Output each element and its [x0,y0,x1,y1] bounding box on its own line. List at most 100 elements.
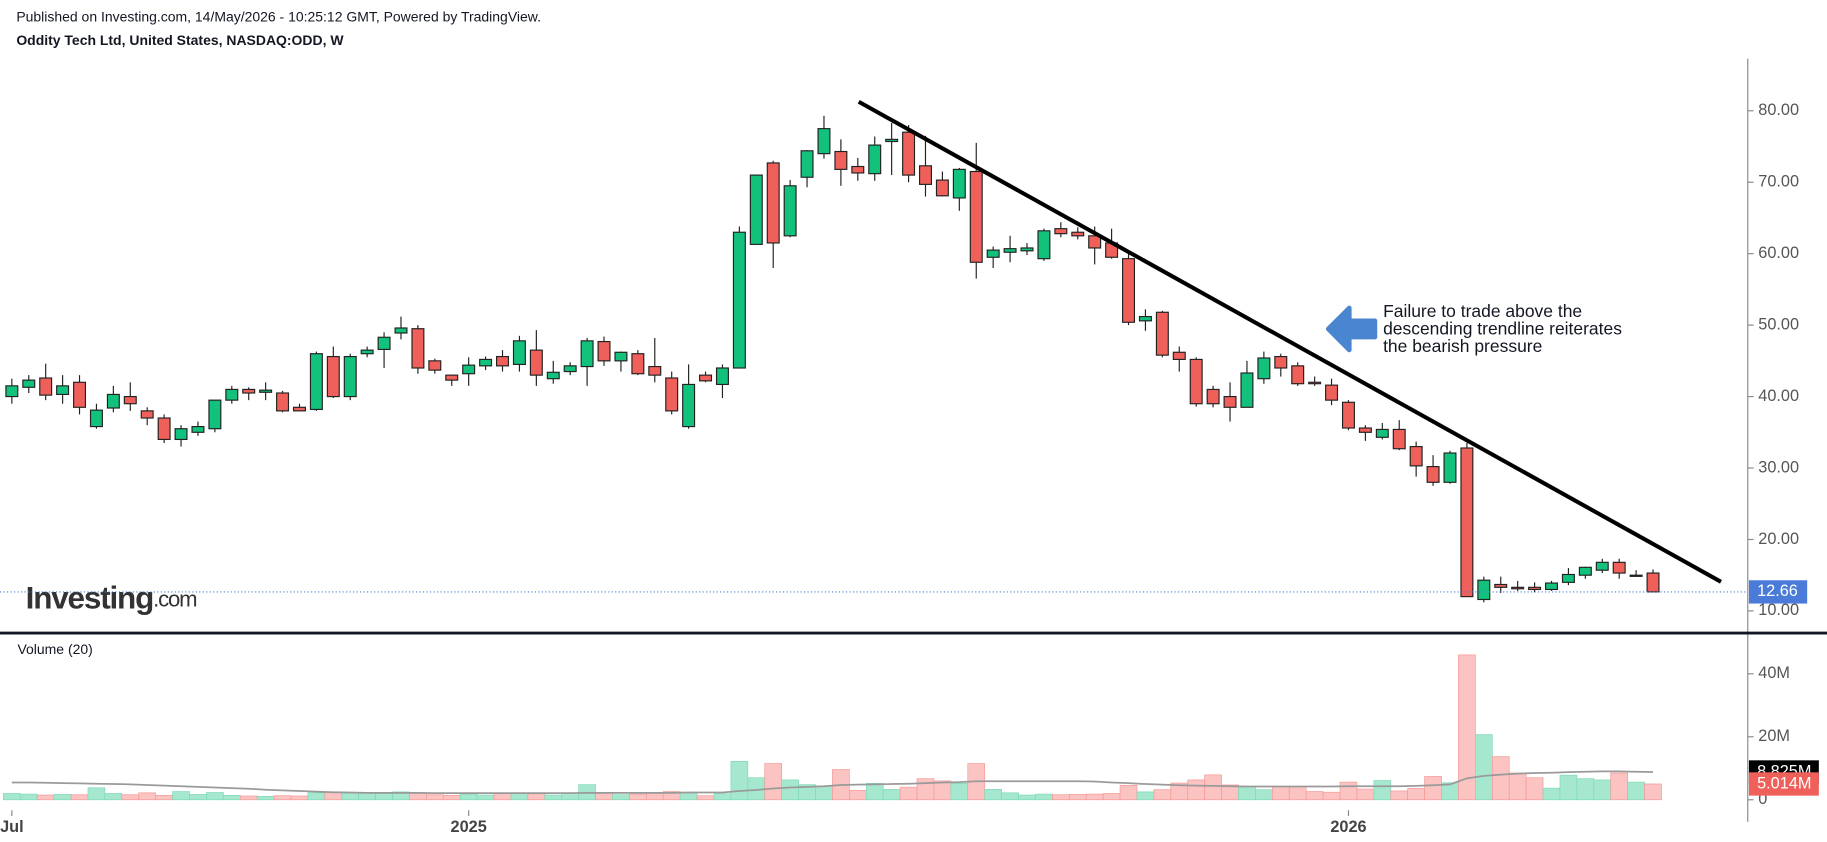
volume-bar [273,795,292,801]
volume-bar [1559,774,1578,801]
candle-body [868,144,882,175]
volume-bar [1255,789,1273,801]
candle-body [394,327,408,334]
candle-body [174,428,188,441]
candle-body [276,392,290,412]
candle-body [157,417,171,441]
candle-body [22,379,36,388]
volume-bar [629,793,647,801]
candle-body [445,374,459,381]
candle-body [1308,381,1322,385]
volume-bar [1390,790,1409,801]
volume-bar [3,793,21,801]
candle-body [1206,388,1220,405]
volume-bar [510,792,529,801]
candle-body [614,351,628,362]
candle-body [89,409,103,428]
volume-bar [409,792,427,801]
candle-body [1494,583,1508,588]
volume-bar [1407,788,1425,801]
candle-body [631,353,645,375]
volume-bar [172,791,190,801]
candle-body [546,371,560,380]
volume-bar [206,792,224,801]
y-tick-label: 70.00 [1758,173,1799,191]
candle-body [851,165,865,174]
candle-body [106,393,120,409]
candle-body [377,336,391,351]
candle-body [225,388,239,401]
volume-bar [138,792,157,801]
candle-body [665,377,679,412]
candle-body [1511,586,1525,590]
volume-bar [950,783,969,801]
volume-bar [442,795,461,801]
candle-body [1122,258,1136,323]
y-tick-label: 60.00 [1758,244,1799,262]
volume-bar [764,763,783,801]
candle-body [1155,311,1169,356]
candle-body [326,355,340,398]
annotation-line: descending trendline reiterates [1383,319,1622,339]
y-tick-label: 20M [1758,727,1790,745]
candle-body [597,340,611,362]
candle-body [1392,428,1406,450]
candle-body [969,170,983,263]
y-tick-label: 0 [1758,790,1767,808]
candle-body [952,168,966,199]
volume-bar [189,794,207,801]
volume-bar [865,783,884,801]
candle-body [411,328,425,369]
candle-body [800,150,814,178]
candle-body [1578,566,1592,576]
volume-bar [561,794,579,801]
last-price-label: 12.66 [1757,582,1798,600]
candle-body [1375,428,1389,438]
volume-bar [1322,791,1341,801]
candle-body [563,365,577,373]
candle-body [292,406,306,412]
candle-body [496,355,510,367]
volume-bar [1458,654,1476,801]
volume-bar [290,795,309,801]
candle-body [1325,384,1339,401]
candle-body [1054,228,1068,235]
candle-body [732,231,746,369]
volume-bar [1102,793,1121,801]
candle-body [360,349,374,355]
candle-body [1358,427,1372,433]
candle-body [1172,351,1186,361]
volume-bar [1508,772,1527,801]
volume-bar [730,761,749,801]
volume-bar [527,793,546,801]
candle-body [902,131,916,176]
volume-bar [1238,786,1256,801]
volume-bar [1627,781,1645,801]
volume-bar [1542,787,1561,801]
annotation-line: the bearish pressure [1383,336,1542,356]
volume-bar [1271,786,1290,801]
candle-body [1426,466,1440,483]
volume-bar [121,794,140,801]
volume-bar [984,789,1002,801]
volume-bar [36,794,55,801]
candle-body [834,150,848,170]
volume-bar [849,789,867,801]
candle-body [73,381,87,408]
candle-body [1629,574,1643,577]
annotation: Failure to trade above the descending tr… [1383,301,1622,356]
candle-body [1071,231,1085,237]
volume-bar [19,793,38,801]
volume-bar [781,779,799,801]
volume-bar [612,794,630,801]
volume-bar [1204,774,1222,801]
candle-body [1138,315,1152,322]
volume-last-label: 5.014M [1757,774,1811,792]
candle-body [783,185,797,237]
volume-bar [324,791,343,801]
volume-bar [239,795,258,801]
watermark: Investing.com [26,581,197,616]
volume-bar [1305,791,1324,801]
volume-bar [815,785,833,801]
candle-body [1612,561,1626,574]
